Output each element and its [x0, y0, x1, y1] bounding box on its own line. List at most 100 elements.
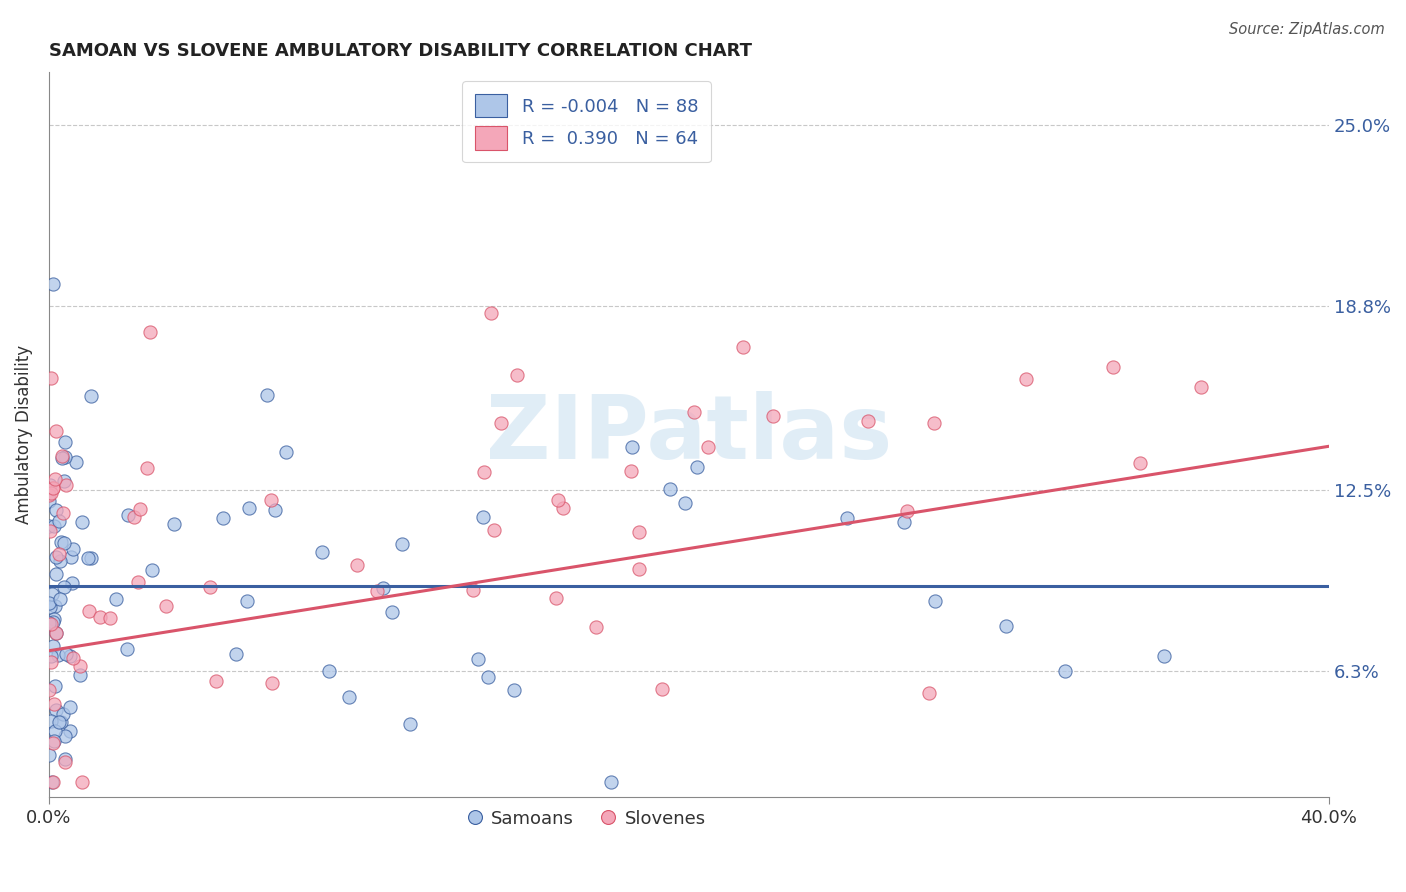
Point — [471, 509, 494, 524]
Point — [489, 416, 512, 430]
Point — [48, 554, 70, 568]
Point — [45, 425, 67, 439]
Point — [264, 503, 287, 517]
Point — [60, 549, 83, 564]
Point — [274, 445, 297, 459]
Text: SAMOAN VS SLOVENE AMBULATORY DISABILITY CORRELATION CHART: SAMOAN VS SLOVENE AMBULATORY DISABILITY … — [49, 42, 752, 60]
Point — [128, 502, 150, 516]
Point — [1153, 649, 1175, 664]
Point — [225, 647, 247, 661]
Point — [62, 650, 84, 665]
Point — [44, 724, 66, 739]
Point — [39, 370, 62, 384]
Point — [1129, 456, 1152, 470]
Point — [547, 493, 569, 508]
Point — [38, 615, 60, 630]
Point — [651, 681, 673, 696]
Point — [70, 775, 93, 789]
Point — [1015, 372, 1038, 386]
Point — [685, 460, 707, 475]
Y-axis label: Ambulatory Disability: Ambulatory Disability — [15, 345, 32, 524]
Point — [994, 619, 1017, 633]
Point — [80, 389, 103, 403]
Point — [69, 659, 91, 673]
Point — [600, 775, 623, 789]
Point — [89, 610, 111, 624]
Point — [1101, 360, 1123, 375]
Point — [620, 464, 643, 478]
Point — [922, 416, 945, 430]
Point — [55, 478, 77, 492]
Point — [45, 503, 67, 517]
Point — [49, 534, 72, 549]
Point — [44, 679, 66, 693]
Point — [42, 482, 65, 496]
Point — [136, 461, 159, 475]
Point — [127, 574, 149, 589]
Point — [628, 525, 651, 540]
Point — [48, 715, 70, 730]
Point — [682, 405, 704, 419]
Point — [44, 472, 66, 486]
Point — [70, 515, 93, 529]
Point — [39, 656, 62, 670]
Point — [38, 682, 60, 697]
Point — [80, 550, 103, 565]
Point — [45, 567, 67, 582]
Point — [51, 451, 73, 466]
Point — [503, 682, 526, 697]
Text: ZIPatlas: ZIPatlas — [486, 391, 891, 478]
Point — [53, 435, 76, 450]
Point — [198, 580, 221, 594]
Point — [45, 626, 67, 640]
Point — [472, 465, 495, 479]
Point — [45, 550, 67, 565]
Point — [896, 504, 918, 518]
Point — [731, 340, 754, 354]
Point — [44, 626, 66, 640]
Point — [553, 501, 575, 516]
Point — [918, 686, 941, 700]
Point — [256, 388, 278, 402]
Point — [49, 714, 72, 729]
Point — [53, 450, 76, 464]
Point — [44, 612, 66, 626]
Point — [48, 514, 70, 528]
Point — [53, 752, 76, 766]
Point — [115, 641, 138, 656]
Point — [893, 515, 915, 529]
Point — [163, 516, 186, 531]
Point — [59, 700, 82, 714]
Point — [461, 582, 484, 597]
Point — [39, 486, 62, 500]
Point — [236, 594, 259, 608]
Text: Source: ZipAtlas.com: Source: ZipAtlas.com — [1229, 22, 1385, 37]
Point — [544, 591, 567, 605]
Point — [260, 676, 283, 690]
Point — [39, 616, 62, 631]
Point — [53, 580, 76, 594]
Point — [52, 506, 75, 520]
Point — [311, 544, 333, 558]
Point — [38, 599, 60, 614]
Point — [482, 523, 505, 537]
Point — [65, 455, 87, 469]
Point — [620, 440, 643, 454]
Point — [38, 518, 60, 533]
Point — [45, 703, 67, 717]
Point — [38, 748, 60, 763]
Point — [44, 599, 66, 613]
Point — [42, 481, 65, 495]
Point — [38, 478, 60, 492]
Point — [48, 547, 70, 561]
Point — [122, 509, 145, 524]
Point — [42, 615, 65, 630]
Point — [39, 648, 62, 663]
Point — [339, 690, 361, 704]
Point — [49, 591, 72, 606]
Point — [762, 409, 785, 423]
Point — [100, 611, 122, 625]
Point — [585, 620, 607, 634]
Point — [318, 665, 340, 679]
Legend: Samoans, Slovenes: Samoans, Slovenes — [460, 803, 713, 835]
